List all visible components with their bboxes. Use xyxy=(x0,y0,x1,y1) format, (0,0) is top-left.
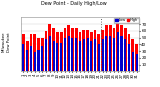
Bar xyxy=(53,41,55,71)
Bar xyxy=(101,29,104,71)
Bar xyxy=(33,34,36,71)
Bar xyxy=(26,50,28,71)
Bar xyxy=(71,38,73,71)
Bar xyxy=(64,38,66,71)
Bar xyxy=(135,44,138,71)
Bar xyxy=(94,29,96,71)
Bar xyxy=(105,25,108,71)
Bar xyxy=(94,39,96,71)
Bar xyxy=(86,29,89,71)
Bar xyxy=(49,36,51,71)
Bar xyxy=(22,44,24,71)
Bar xyxy=(82,29,85,71)
Bar xyxy=(113,38,115,71)
Bar xyxy=(64,27,66,71)
Bar xyxy=(56,32,59,71)
Bar xyxy=(102,39,104,71)
Bar xyxy=(41,38,44,71)
Bar xyxy=(83,39,85,71)
Bar xyxy=(136,54,138,71)
Bar xyxy=(37,50,40,71)
Bar xyxy=(90,41,92,71)
Bar xyxy=(124,27,127,71)
Bar xyxy=(34,52,36,71)
Bar xyxy=(128,34,130,71)
Bar xyxy=(30,46,32,71)
Bar xyxy=(124,39,126,71)
Bar xyxy=(120,36,123,71)
Bar xyxy=(67,25,70,71)
Bar xyxy=(75,38,77,71)
Bar xyxy=(71,27,74,71)
Bar xyxy=(45,31,47,71)
Bar xyxy=(116,23,119,71)
Bar xyxy=(48,24,51,71)
Bar xyxy=(56,43,58,71)
Bar xyxy=(30,34,32,71)
Bar xyxy=(26,41,29,71)
Bar xyxy=(132,52,134,71)
Bar xyxy=(117,32,119,71)
Text: Milwaukee
Dew Point: Milwaukee Dew Point xyxy=(2,31,11,52)
Bar xyxy=(97,34,100,71)
Bar xyxy=(37,38,40,71)
Bar xyxy=(52,27,55,71)
Bar xyxy=(68,36,70,71)
Text: Dew Point - Daily High/Low: Dew Point - Daily High/Low xyxy=(41,1,106,6)
Bar xyxy=(75,27,78,71)
Legend: Low, High: Low, High xyxy=(114,18,139,23)
Bar xyxy=(87,38,89,71)
Bar xyxy=(105,36,107,71)
Bar xyxy=(90,32,93,71)
Bar xyxy=(60,43,62,71)
Bar xyxy=(113,27,115,71)
Bar xyxy=(131,39,134,71)
Bar xyxy=(45,39,47,71)
Bar xyxy=(98,44,100,71)
Bar xyxy=(120,25,123,71)
Bar xyxy=(60,32,63,71)
Bar xyxy=(109,36,111,71)
Bar xyxy=(41,46,43,71)
Bar xyxy=(79,41,81,71)
Bar xyxy=(128,44,130,71)
Bar xyxy=(109,25,112,71)
Bar xyxy=(79,32,81,71)
Bar xyxy=(22,34,25,71)
